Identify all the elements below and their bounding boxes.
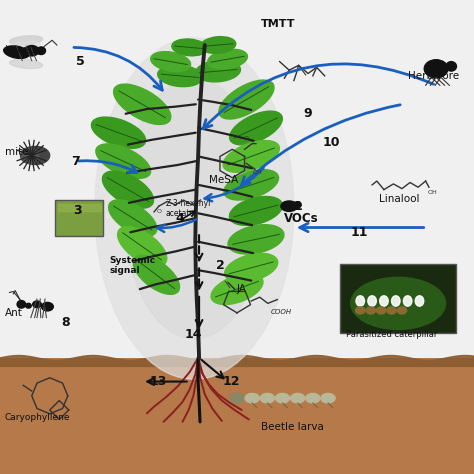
Ellipse shape bbox=[208, 49, 247, 69]
Ellipse shape bbox=[223, 140, 279, 173]
Text: Caryophyllene: Caryophyllene bbox=[5, 413, 70, 421]
Ellipse shape bbox=[91, 117, 146, 148]
Ellipse shape bbox=[26, 303, 31, 308]
Text: MeSA: MeSA bbox=[209, 175, 238, 185]
Ellipse shape bbox=[380, 296, 388, 306]
Ellipse shape bbox=[4, 46, 29, 58]
Text: 14: 14 bbox=[185, 328, 202, 341]
Ellipse shape bbox=[9, 60, 43, 68]
Text: 3: 3 bbox=[73, 204, 82, 218]
Ellipse shape bbox=[42, 302, 54, 311]
Text: 1: 1 bbox=[294, 200, 302, 213]
Text: 4: 4 bbox=[175, 211, 184, 225]
Ellipse shape bbox=[33, 301, 41, 308]
Ellipse shape bbox=[21, 146, 50, 164]
Ellipse shape bbox=[96, 144, 151, 178]
Text: 13: 13 bbox=[149, 375, 167, 388]
Ellipse shape bbox=[196, 60, 240, 82]
Ellipse shape bbox=[102, 171, 154, 208]
Text: COOH: COOH bbox=[271, 309, 292, 315]
FancyBboxPatch shape bbox=[340, 264, 456, 333]
Text: OH: OH bbox=[428, 191, 438, 195]
Ellipse shape bbox=[172, 39, 207, 56]
Ellipse shape bbox=[95, 38, 294, 379]
Ellipse shape bbox=[17, 301, 26, 308]
Text: mite: mite bbox=[5, 146, 28, 157]
Bar bbox=[0, 0, 474, 358]
Ellipse shape bbox=[229, 111, 283, 145]
Ellipse shape bbox=[211, 274, 263, 304]
Text: OH: OH bbox=[253, 170, 263, 175]
Text: 9: 9 bbox=[303, 107, 312, 120]
Text: Beetle larva: Beetle larva bbox=[261, 421, 324, 432]
Text: Z-3-hexenyl
acetate: Z-3-hexenyl acetate bbox=[166, 199, 211, 218]
Text: TMTT: TMTT bbox=[261, 18, 295, 29]
Ellipse shape bbox=[158, 65, 202, 87]
Ellipse shape bbox=[424, 60, 448, 78]
Ellipse shape bbox=[356, 296, 365, 306]
Ellipse shape bbox=[321, 393, 335, 403]
Text: 12: 12 bbox=[223, 375, 240, 388]
Ellipse shape bbox=[403, 296, 412, 306]
Ellipse shape bbox=[291, 393, 305, 403]
Ellipse shape bbox=[356, 307, 365, 314]
Text: 8: 8 bbox=[62, 316, 70, 329]
Text: Linalool: Linalool bbox=[379, 194, 419, 204]
Ellipse shape bbox=[245, 393, 259, 403]
Ellipse shape bbox=[446, 62, 456, 71]
Ellipse shape bbox=[114, 84, 171, 125]
FancyBboxPatch shape bbox=[55, 200, 103, 236]
Text: VOCs: VOCs bbox=[284, 211, 319, 225]
Ellipse shape bbox=[9, 36, 43, 45]
Text: ic wasp: ic wasp bbox=[5, 45, 44, 55]
Ellipse shape bbox=[281, 201, 298, 211]
Ellipse shape bbox=[351, 277, 446, 329]
Ellipse shape bbox=[415, 296, 424, 306]
Ellipse shape bbox=[366, 307, 375, 314]
Text: 2: 2 bbox=[216, 259, 224, 272]
Text: 10: 10 bbox=[322, 136, 340, 149]
Text: JA: JA bbox=[237, 284, 247, 294]
Text: 7: 7 bbox=[71, 155, 80, 168]
Text: O: O bbox=[244, 136, 249, 141]
Ellipse shape bbox=[118, 227, 167, 266]
Ellipse shape bbox=[224, 170, 279, 200]
Ellipse shape bbox=[397, 307, 407, 314]
Ellipse shape bbox=[25, 46, 39, 56]
Bar bbox=[0, 358, 474, 474]
Ellipse shape bbox=[219, 80, 274, 119]
Ellipse shape bbox=[12, 41, 40, 49]
Ellipse shape bbox=[229, 197, 283, 225]
Ellipse shape bbox=[151, 52, 191, 72]
Ellipse shape bbox=[387, 307, 396, 314]
Text: Herbivore: Herbivore bbox=[408, 71, 459, 81]
Text: O: O bbox=[156, 210, 162, 214]
Text: Ant: Ant bbox=[5, 308, 23, 318]
Ellipse shape bbox=[133, 255, 180, 294]
Ellipse shape bbox=[228, 225, 284, 254]
Ellipse shape bbox=[37, 47, 46, 55]
Ellipse shape bbox=[368, 296, 376, 306]
Ellipse shape bbox=[225, 254, 278, 282]
Ellipse shape bbox=[376, 307, 386, 314]
Ellipse shape bbox=[109, 200, 157, 236]
Ellipse shape bbox=[20, 147, 38, 164]
Ellipse shape bbox=[201, 36, 236, 54]
Text: Systemic
signal: Systemic signal bbox=[109, 256, 155, 275]
Ellipse shape bbox=[260, 393, 274, 403]
Ellipse shape bbox=[230, 393, 244, 403]
Text: 5: 5 bbox=[76, 55, 84, 68]
Ellipse shape bbox=[306, 393, 320, 403]
Ellipse shape bbox=[294, 202, 301, 208]
Ellipse shape bbox=[392, 296, 400, 306]
Ellipse shape bbox=[275, 393, 290, 403]
Text: Parasitized caterpillar: Parasitized caterpillar bbox=[346, 330, 438, 338]
Ellipse shape bbox=[123, 78, 265, 339]
Text: 11: 11 bbox=[351, 226, 368, 239]
